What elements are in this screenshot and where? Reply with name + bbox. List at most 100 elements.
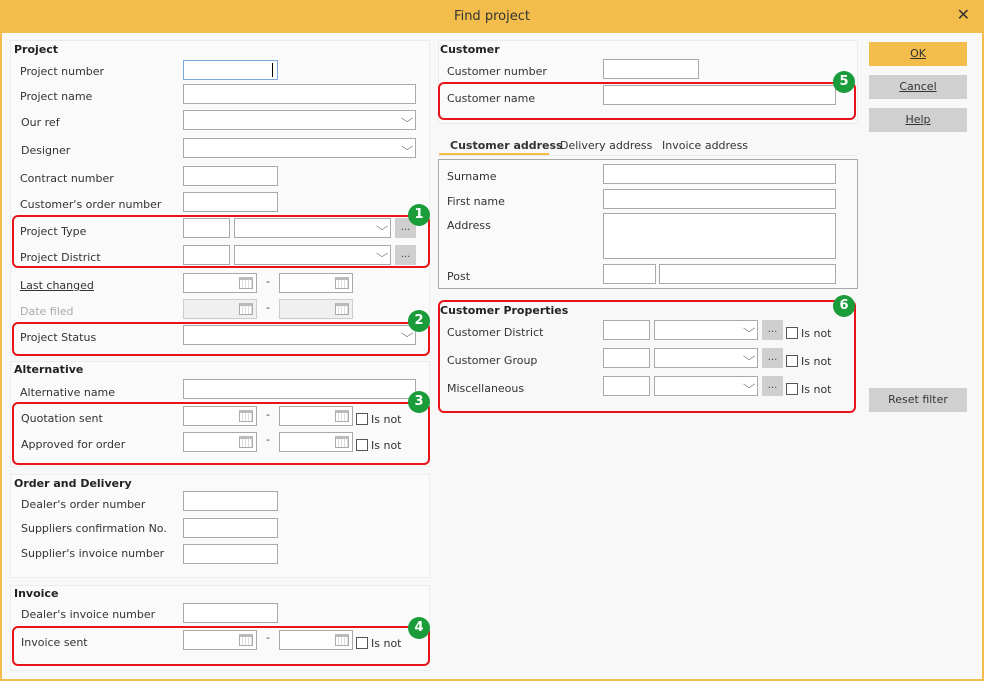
invoice-sent-to-date[interactable]	[279, 630, 353, 650]
customer-number-input[interactable]	[603, 59, 699, 79]
calendar-icon[interactable]	[239, 436, 253, 448]
customer-district-code-input[interactable]	[603, 320, 650, 340]
designer-combo[interactable]: ⌵	[183, 138, 416, 158]
customer-group-is-not-checkbox[interactable]	[786, 355, 798, 367]
invoice-sent-from-date[interactable]	[183, 630, 257, 650]
surname-input[interactable]	[603, 164, 836, 184]
calendar-icon	[239, 303, 253, 315]
approved-for-order-to-date[interactable]	[279, 432, 353, 452]
customers-order-number-input[interactable]	[183, 192, 278, 212]
dealers-invoice-number-label: Dealer's invoice number	[21, 608, 156, 621]
customer-group-code-input[interactable]	[603, 348, 650, 368]
help-button-label: Help	[905, 113, 931, 126]
last-changed-from-date[interactable]	[183, 273, 257, 293]
badge-4: 4	[408, 617, 430, 639]
calendar-icon[interactable]	[335, 436, 349, 448]
title-bar: Find project ✕	[0, 0, 984, 33]
tab-delivery-address[interactable]: Delivery address	[560, 139, 653, 152]
help-button[interactable]: Help	[869, 108, 967, 132]
project-type-code-input[interactable]	[183, 218, 230, 238]
project-heading: Project	[14, 43, 59, 56]
customer-group-browse-button[interactable]: ...	[762, 348, 783, 368]
reset-filter-button[interactable]: Reset filter	[869, 388, 967, 412]
project-district-combo[interactable]: ⌵	[234, 245, 391, 265]
chevron-down-icon: ⌵	[375, 220, 389, 233]
cancel-button-label: Cancel	[899, 80, 937, 93]
highlight-box-3	[12, 402, 430, 465]
our-ref-combo[interactable]: ⌵	[183, 110, 416, 130]
quotation-sent-is-not-checkbox[interactable]	[356, 413, 368, 425]
date-filed-to-date	[279, 299, 353, 319]
miscellaneous-is-not-checkbox[interactable]	[786, 383, 798, 395]
highlight-box-1	[12, 215, 430, 268]
chevron-down-icon: ⌵	[742, 378, 756, 391]
chevron-down-icon: ⌵	[400, 140, 414, 153]
contract-number-input[interactable]	[183, 166, 278, 186]
address-label: Address	[447, 219, 491, 232]
surname-label: Surname	[447, 170, 497, 183]
miscellaneous-combo[interactable]: ⌵	[654, 376, 758, 396]
close-icon[interactable]: ✕	[956, 5, 970, 24]
miscellaneous-browse-button[interactable]: ...	[762, 376, 783, 396]
alternative-name-label: Alternative name	[20, 386, 116, 399]
highlight-box-2	[12, 322, 430, 356]
range-dash: -	[266, 408, 270, 421]
dialog-title: Find project	[454, 9, 530, 24]
approved-for-order-is-not-checkbox[interactable]	[356, 439, 368, 451]
invoice-sent-is-not-checkbox[interactable]	[356, 637, 368, 649]
customer-district-combo[interactable]: ⌵	[654, 320, 758, 340]
invoice-heading: Invoice	[14, 587, 59, 600]
date-filed-from-date	[183, 299, 257, 319]
approved-for-order-label: Approved for order	[21, 438, 126, 451]
first-name-input[interactable]	[603, 189, 836, 209]
calendar-icon[interactable]	[239, 410, 253, 422]
date-filed-label: Date filed	[20, 305, 74, 318]
tab-strip	[438, 155, 857, 156]
alternative-heading: Alternative	[14, 363, 84, 376]
last-changed-to-date[interactable]	[279, 273, 353, 293]
badge-3: 3	[408, 391, 430, 413]
customer-district-label: Customer District	[447, 326, 544, 339]
calendar-icon[interactable]	[239, 277, 253, 289]
post-city-input[interactable]	[659, 264, 836, 284]
customer-group-combo[interactable]: ⌵	[654, 348, 758, 368]
highlight-box-6	[438, 300, 856, 413]
range-dash: -	[266, 275, 270, 288]
customer-group-label: Customer Group	[447, 354, 538, 367]
quotation-sent-to-date[interactable]	[279, 406, 353, 426]
project-district-code-input[interactable]	[183, 245, 230, 265]
alternative-name-input[interactable]	[183, 379, 416, 399]
cancel-button[interactable]: Cancel	[869, 75, 967, 99]
calendar-icon[interactable]	[335, 634, 349, 646]
badge-2: 2	[408, 310, 430, 332]
project-name-input[interactable]	[183, 84, 416, 104]
suppliers-invoice-number-input[interactable]	[183, 544, 278, 564]
project-number-input[interactable]	[183, 60, 278, 80]
ok-button[interactable]: OK	[869, 42, 967, 66]
dealers-order-number-input[interactable]	[183, 491, 278, 511]
customer-name-label: Customer name	[447, 92, 536, 105]
last-changed-label: Last changed	[20, 279, 94, 292]
miscellaneous-code-input[interactable]	[603, 376, 650, 396]
calendar-icon[interactable]	[239, 634, 253, 646]
address-textarea[interactable]	[603, 213, 836, 259]
project-type-label: Project Type	[20, 225, 87, 238]
project-type-combo[interactable]: ⌵	[234, 218, 391, 238]
customer-district-browse-button[interactable]: ...	[762, 320, 783, 340]
calendar-icon[interactable]	[335, 277, 349, 289]
approved-for-order-from-date[interactable]	[183, 432, 257, 452]
suppliers-confirmation-input[interactable]	[183, 518, 278, 538]
project-status-combo[interactable]: ⌵	[183, 325, 416, 345]
tab-invoice-address[interactable]: Invoice address	[662, 139, 749, 152]
calendar-icon[interactable]	[335, 410, 349, 422]
customer-district-is-not-checkbox[interactable]	[786, 327, 798, 339]
range-dash: -	[266, 433, 270, 446]
tab-customer-address[interactable]: Customer address	[450, 139, 563, 152]
project-district-browse-button[interactable]: ...	[395, 245, 416, 265]
customer-name-input[interactable]	[603, 85, 836, 105]
suppliers-confirmation-label: Suppliers confirmation No.	[21, 522, 167, 535]
dealers-invoice-number-input[interactable]	[183, 603, 278, 623]
post-code-input[interactable]	[603, 264, 656, 284]
quotation-sent-from-date[interactable]	[183, 406, 257, 426]
is-not-label: Is not	[801, 327, 832, 340]
